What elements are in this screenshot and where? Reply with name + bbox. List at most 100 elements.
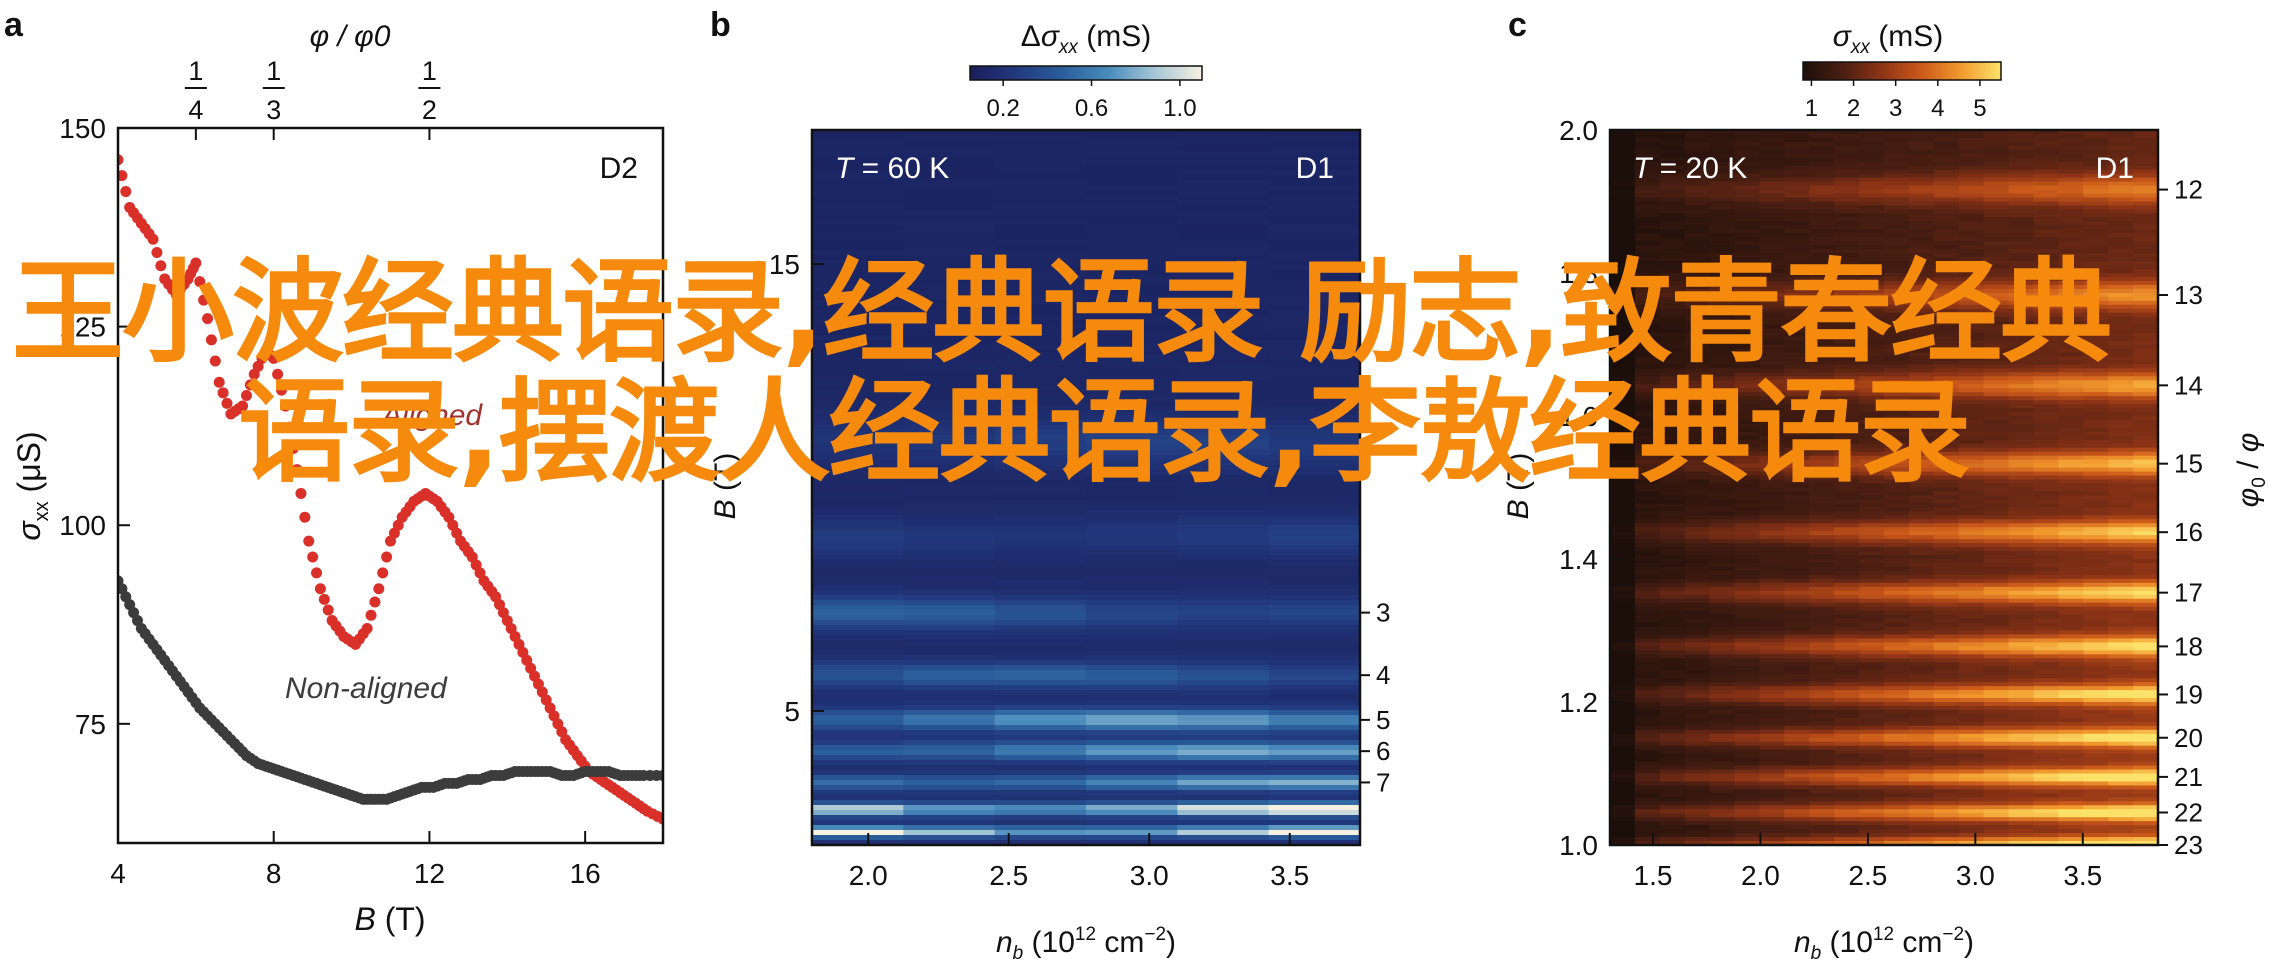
panel-c-heat-cell (2108, 130, 2134, 135)
panel-c-heat-cell (2033, 753, 2060, 759)
panel-c-heat-cell (1958, 316, 1985, 322)
panel-c-heat-cell (1659, 261, 1686, 266)
panel-c-heat-cell (1610, 265, 1636, 270)
panel-c-heat-cell (2083, 678, 2109, 683)
panel-c-heat-cell (2058, 396, 2085, 401)
panel-c-heat-cell (1933, 761, 1960, 767)
panel-c-heat-cell (1834, 511, 1860, 516)
panel-c-heat-cell (2008, 427, 2035, 433)
panel-c-heat-cell (1933, 431, 1960, 437)
panel-c-heat-cell (1859, 296, 1885, 302)
panel-b-heat-cell (994, 370, 1087, 376)
panel-b-heat-cell (1177, 400, 1270, 406)
panel-c-heat-cell (2133, 348, 2158, 354)
panel-c-heat-cell (1908, 610, 1935, 616)
panel-c-heat-cell (1784, 694, 1811, 699)
panel-c-heat-cell (1610, 562, 1636, 568)
panel-c-heat-cell (2133, 781, 2158, 787)
panel-c-heat-cell (1734, 630, 1761, 636)
panel-c-heat-cell (2008, 690, 2035, 695)
panel-c-heat-cell (1983, 404, 2010, 409)
panel-b-heat-cell (812, 430, 905, 436)
panel-c-heat-cell (1983, 562, 2010, 568)
panel-c-heat-cell (1834, 757, 1860, 763)
panel-c-heat-cell (2008, 177, 2035, 183)
panel-c-heat-cell (1684, 757, 1711, 763)
panel-c-heat-cell (2058, 288, 2085, 294)
panel-c-heat-cell (1734, 622, 1761, 628)
panel-c-heat-cell (1610, 316, 1636, 322)
panel-c-heat-cell (1933, 662, 1960, 667)
panel-c-heat-cell (1958, 626, 1985, 632)
panel-c-heat-cell (1759, 785, 1786, 790)
panel-c-heat-cell (1908, 431, 1935, 437)
panel-c-heat-cell (1610, 336, 1636, 342)
panel-c-heat-cell (2033, 705, 2060, 711)
panel-c-heat-cell (1908, 241, 1935, 246)
panel-c-heat-cell (1859, 686, 1885, 691)
panel-c-heat-cell (1859, 682, 1885, 687)
panel-c-heat-cell (1859, 360, 1885, 365)
panel-b-heat-cell (1268, 455, 1360, 461)
panel-c-heat-cell (1908, 181, 1935, 187)
panel-c-heat-cell (1709, 269, 1736, 274)
panel-b-heat-cell (1086, 380, 1179, 386)
panel-c-heat-cell (1610, 404, 1636, 409)
panel-b-heat-cell (1268, 350, 1360, 356)
panel-c-heat-cell (1610, 630, 1636, 636)
panel-c-heat-cell (2083, 805, 2109, 810)
panel-c-heat-cell (2108, 539, 2134, 544)
panel-c-heat-cell (2108, 419, 2134, 425)
panel-c-heat-cell (1759, 523, 1786, 528)
panel-b-heat-cell (1086, 250, 1179, 256)
panel-c-heat-cell (2008, 431, 2035, 437)
panel-c-heat-cell (1610, 471, 1636, 477)
panel-c-heat-cell (1958, 213, 1985, 218)
panel-c-heat-cell (1784, 241, 1811, 246)
panel-c-heat-cell (2008, 475, 2035, 481)
panel-c-heat-cell (1809, 352, 1835, 358)
panel-c-heat-cell (1659, 153, 1686, 159)
panel-c-heat-cell (1759, 209, 1786, 215)
panel-c-heat-cell (2108, 717, 2134, 723)
panel-c-heat-cell (1933, 733, 1960, 739)
panel-b-heat-cell (812, 205, 905, 211)
panel-c-heat-cell (1908, 698, 1935, 703)
panel-c-heat-cell (1634, 276, 1661, 282)
panel-b-heat-cell (1177, 665, 1270, 671)
panel-b-heat-cell (1268, 795, 1360, 801)
panel-c-heat-cell (2133, 328, 2158, 334)
panel-c-heat-cell (2083, 261, 2109, 266)
panel-c-heat-cell (1684, 606, 1711, 612)
panel-c-heat-cell (1759, 634, 1786, 640)
panel-c-heat-cell (2108, 785, 2134, 790)
panel-c-heat-cell (2133, 388, 2158, 393)
panel-b-heat-cell (903, 230, 996, 236)
panel-c-heat-cell (2008, 280, 2035, 286)
panel-c-heat-cell (2058, 709, 2085, 715)
panel-b-heat-cell (994, 760, 1087, 766)
panel-b-heat-cell (1086, 500, 1179, 506)
panel-c-heat-cell (1659, 400, 1686, 405)
panel-c-heat-cell (1759, 435, 1786, 441)
panel-c-heat-cell (1709, 602, 1736, 608)
panel-b-heat-cell (1086, 595, 1179, 601)
panel-c-heat-cell (1884, 753, 1910, 759)
panel-c-heat-cell (1759, 555, 1786, 560)
panel-b-x-ticks: 2.0 2.5 3.0 3.5 (849, 833, 1309, 891)
panel-c-heat-cell (1958, 705, 1985, 711)
panel-c-heat-cell (1784, 793, 1811, 798)
panel-b-heat-cell (994, 160, 1087, 166)
panel-c-heat-cell (2008, 614, 2035, 620)
panel-c-heat-cell (1709, 408, 1736, 413)
panel-c-heat-cell (1709, 233, 1736, 238)
panel-c-heat-cell (1958, 471, 1985, 477)
panel-b-heat-cell (1268, 610, 1360, 616)
panel-b-heat-cell (812, 645, 905, 651)
panel-c-heat-cell (2008, 543, 2035, 548)
panel-c-heat-cell (1884, 455, 1910, 461)
panel-c-heat-cell (1983, 352, 2010, 358)
panel-c-heat-cell (1759, 551, 1786, 556)
panel-c-heat-cell (1610, 376, 1636, 381)
panel-c-heat-cell (1709, 753, 1736, 759)
